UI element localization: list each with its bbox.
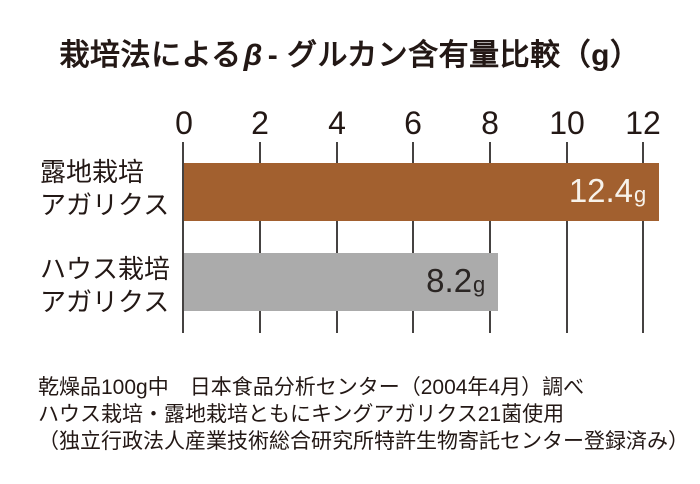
category-label-outdoor: 露地栽培 アガリクス (40, 156, 169, 222)
gridline (336, 142, 338, 333)
gridline (642, 142, 644, 333)
bar-value-unit: g (473, 271, 486, 297)
x-tick-10: 10 (549, 105, 585, 141)
gridline (412, 142, 414, 333)
bar-value-label: 12.4g (569, 174, 646, 211)
bar-house-agaricus: 8.2g (184, 253, 499, 311)
chart-title: 栽培法によるβ - グルカン含有量比較（g） (0, 30, 700, 74)
gridline (489, 142, 491, 333)
x-tick-6: 6 (404, 105, 422, 141)
gridline (182, 142, 184, 333)
category-label-house: ハウス栽培 アガリクス (40, 253, 170, 319)
beta-symbol: β (243, 39, 263, 72)
bar-value-number: 8.2 (426, 261, 473, 299)
x-tick-8: 8 (481, 105, 499, 141)
x-tick-2: 2 (251, 105, 269, 141)
category-label-line: ハウス栽培 (40, 254, 171, 284)
x-tick-0: 0 (175, 105, 193, 141)
gridline (566, 142, 568, 333)
x-tick-4: 4 (328, 105, 346, 141)
x-tick-12: 12 (625, 105, 661, 141)
note-line-2: ハウス栽培・露地栽培ともにキングアガリクス21菌使用 (38, 403, 565, 426)
bar-value-number: 12.4 (568, 171, 634, 209)
category-label-line: アガリクス (40, 190, 170, 220)
note-line-1: 乾燥品100g中 日本食品分析センター（2004年4月）調べ (38, 376, 585, 399)
chart-title-prefix: 栽培法による (59, 39, 242, 72)
gridline (259, 142, 261, 333)
category-label-line: アガリクス (40, 287, 170, 317)
note-line-3: （独立行政法人産業技術総合研究所特許生物寄託センター登録済み） (38, 430, 689, 453)
category-label-line: 露地栽培 (40, 157, 145, 187)
bar-value-unit: g (634, 181, 647, 207)
source-notes: 乾燥品100g中 日本食品分析センター（2004年4月）調べ ハウス栽培・露地栽… (38, 374, 689, 455)
bar-value-label: 8.2g (426, 264, 485, 301)
chart-title-suffix: - グルカン含有量比較（g） (267, 39, 641, 72)
bar-outdoor-agaricus: 12.4g (184, 163, 660, 221)
